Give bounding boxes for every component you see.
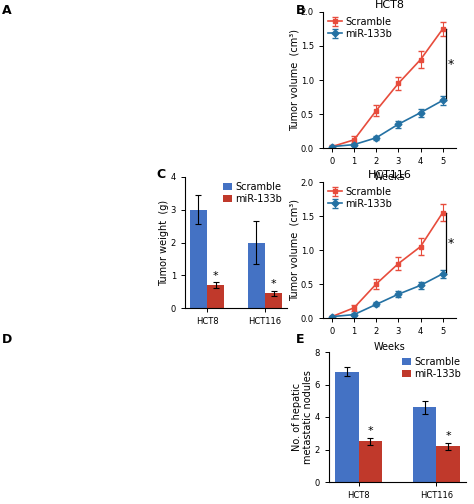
- Y-axis label: No. of hepatic
metastatic nodules: No. of hepatic metastatic nodules: [292, 370, 313, 464]
- Y-axis label: Tumor weight  (g): Tumor weight (g): [159, 200, 169, 286]
- Legend: Scramble, miR-133b: Scramble, miR-133b: [328, 187, 392, 209]
- Title: HCT116: HCT116: [367, 170, 411, 180]
- Bar: [247, 242, 265, 308]
- Legend: Scramble, miR-133b: Scramble, miR-133b: [223, 182, 282, 204]
- Text: C: C: [156, 168, 165, 181]
- Bar: [265, 293, 283, 308]
- Legend: Scramble, miR-133b: Scramble, miR-133b: [401, 357, 461, 379]
- Text: *: *: [448, 58, 454, 71]
- Bar: [413, 407, 437, 482]
- Text: *: *: [448, 237, 454, 249]
- Text: *: *: [445, 431, 451, 441]
- Bar: [207, 285, 224, 308]
- Legend: Scramble, miR-133b: Scramble, miR-133b: [328, 17, 392, 39]
- Text: D: D: [2, 333, 12, 346]
- Bar: [437, 446, 460, 482]
- Text: *: *: [213, 271, 219, 281]
- Bar: [335, 371, 358, 482]
- Text: B: B: [296, 4, 306, 17]
- Text: *: *: [367, 426, 373, 436]
- Bar: [358, 442, 382, 482]
- X-axis label: Weeks: Weeks: [374, 342, 405, 352]
- X-axis label: Weeks: Weeks: [374, 171, 405, 181]
- Text: E: E: [296, 333, 304, 346]
- Text: *: *: [271, 279, 276, 289]
- Title: HCT8: HCT8: [374, 0, 404, 10]
- Bar: [190, 210, 207, 308]
- Y-axis label: Tumor volume  (cm³): Tumor volume (cm³): [290, 199, 300, 301]
- Text: A: A: [2, 4, 12, 17]
- Y-axis label: Tumor volume  (cm³): Tumor volume (cm³): [290, 29, 300, 131]
